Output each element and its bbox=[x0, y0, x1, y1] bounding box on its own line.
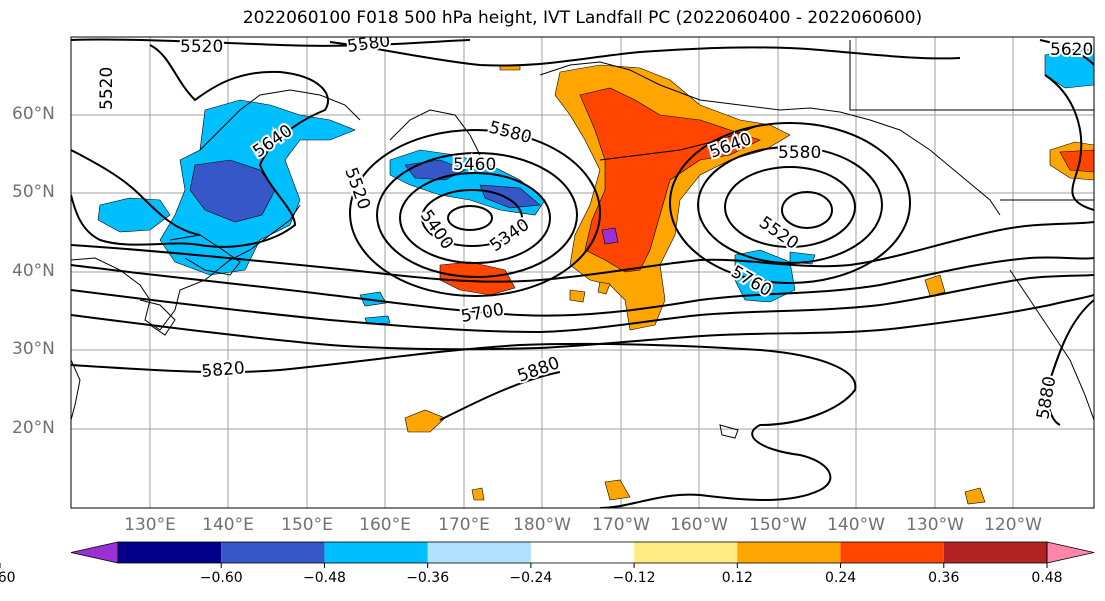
ivt-fill-negative bbox=[97, 47, 1094, 325]
lon-label: 180°W bbox=[513, 515, 571, 535]
contour-label: 5880 bbox=[515, 353, 562, 387]
contour-label: 5580 bbox=[487, 118, 534, 149]
lat-label: 60°N bbox=[12, 104, 55, 124]
colorbar-tick-label: 0.24 bbox=[824, 570, 857, 586]
colorbar-tick-label: −0.36 bbox=[406, 570, 450, 586]
lat-label: 50°N bbox=[12, 182, 55, 202]
contour-label: 5460 bbox=[453, 155, 496, 175]
colorbar-tick-label: −0.60 bbox=[199, 570, 243, 586]
colorbar-tick-label: 0.48 bbox=[1031, 570, 1063, 586]
ivt-fill-positive bbox=[404, 64, 1094, 505]
colorbar-tick-label: −0.24 bbox=[509, 570, 553, 586]
height-contours bbox=[71, 38, 1094, 508]
contour-label: 5700 bbox=[459, 300, 505, 327]
contour-label: 5620 bbox=[1050, 40, 1093, 60]
lon-label: 170°W bbox=[592, 515, 650, 535]
map-title: 2022060100 F018 500 hPa height, IVT Land… bbox=[242, 8, 923, 28]
lon-label: 130°E bbox=[124, 515, 176, 535]
lon-label: 170°E bbox=[438, 515, 490, 535]
lon-label: 150°E bbox=[281, 515, 333, 535]
lat-label: 30°N bbox=[12, 339, 55, 359]
lon-label: 160°E bbox=[359, 515, 411, 535]
contour-label: 5400 bbox=[416, 206, 457, 253]
contour-label: 5880 bbox=[1033, 375, 1060, 421]
contour-label: 5520 bbox=[97, 67, 117, 110]
lon-label: 140°W bbox=[827, 515, 885, 535]
contour-label: 5520 bbox=[340, 165, 374, 212]
colorbar-tick-label: 0.36 bbox=[928, 570, 960, 586]
lon-label: 130°W bbox=[906, 515, 964, 535]
colorbar-tick-label: −0.12 bbox=[612, 570, 656, 586]
contour-label: 5520 bbox=[180, 37, 223, 57]
lon-label: 150°W bbox=[749, 515, 807, 535]
lat-label: 20°N bbox=[12, 418, 55, 438]
lon-label: 120°W bbox=[984, 515, 1042, 535]
coastlines bbox=[71, 40, 1094, 439]
colorbar-tick-label: −0.48 bbox=[302, 570, 346, 586]
colorbar-tick-label: 0.12 bbox=[721, 570, 753, 586]
lon-label: 160°W bbox=[670, 515, 728, 535]
plot-frame bbox=[70, 36, 1095, 509]
lat-label: 40°N bbox=[12, 261, 55, 281]
lon-label: 140°E bbox=[202, 515, 254, 535]
colorbar-tick-label: 0.60 bbox=[0, 570, 16, 586]
contour-label: 5580 bbox=[778, 143, 821, 163]
contour-label: 5820 bbox=[201, 358, 246, 382]
